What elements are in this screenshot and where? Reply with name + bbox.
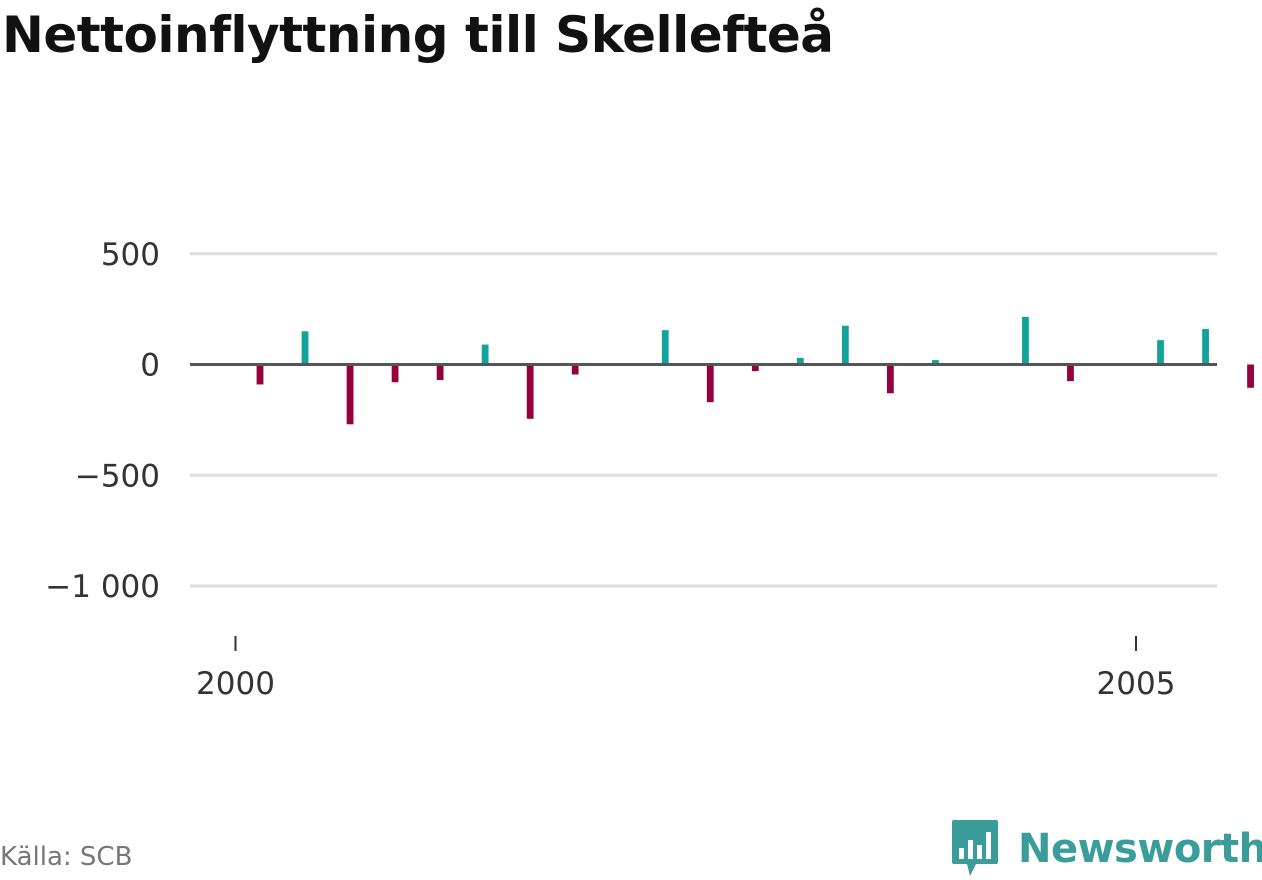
newsworthy-logo: Newsworthy xyxy=(950,818,1262,880)
bar-2001K1 xyxy=(436,364,444,380)
bar-2001K3 xyxy=(526,364,534,419)
x-tick-label: 2005 xyxy=(1097,666,1176,702)
bar-2004K3 xyxy=(1067,364,1074,382)
newsworthy-chart-icon xyxy=(952,820,998,876)
bar-2002K3 xyxy=(706,364,714,403)
gridlines xyxy=(190,252,1217,588)
y-tick-label: −1 000 xyxy=(45,569,160,605)
bar-2004K2 xyxy=(1022,316,1029,365)
bar-2000K3 xyxy=(346,364,354,425)
y-axis: 500 0 −500 −1 000 xyxy=(45,237,160,605)
bar-2000K2 xyxy=(301,331,309,365)
y-tick-label: 500 xyxy=(101,237,160,273)
bar-2000K4 xyxy=(391,364,399,383)
bar-2005K3 xyxy=(1247,364,1254,388)
x-tick-label: 2000 xyxy=(196,666,275,702)
bar-2003K3 xyxy=(886,364,894,394)
y-tick-label: 0 xyxy=(140,348,160,384)
bar-2003K2 xyxy=(841,325,849,365)
bar-2000K1 xyxy=(256,364,264,385)
source-note: Källa: SCB xyxy=(0,842,133,872)
x-axis: 200020052010201520202025 xyxy=(196,636,1176,702)
bar-2002K2 xyxy=(661,330,669,365)
bar-2003K4 xyxy=(931,360,939,365)
bar-2002K4 xyxy=(751,364,759,372)
y-tick-label: −500 xyxy=(75,458,160,494)
bar-2005K2 xyxy=(1202,329,1209,365)
chart-title: Nettoinflyttning till Skellefteå xyxy=(2,6,834,64)
brand-name: Newsworthy xyxy=(1018,826,1262,872)
bar-2003K1 xyxy=(796,357,804,365)
bars xyxy=(256,316,1254,425)
bar-2001K2 xyxy=(481,344,489,365)
bar-2005K1 xyxy=(1157,340,1164,365)
bar-2001K4 xyxy=(571,364,579,375)
